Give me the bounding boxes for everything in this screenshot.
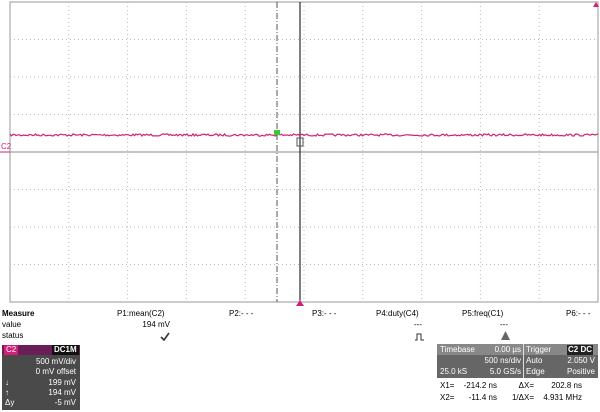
cursor-marker-1: [274, 130, 280, 135]
channel-name: C2: [4, 345, 19, 355]
measure-p5: P5:freq(C1): [462, 309, 504, 318]
cursor2-value: 194 mV: [48, 388, 76, 397]
cursor2-arrow: ↑: [5, 388, 9, 397]
dx-value: 202.8 ns: [551, 381, 582, 390]
x1-label: X1=: [440, 381, 455, 390]
sample-rate: 5.0 GS/s: [489, 367, 521, 376]
channel-offset: 0 mV offset: [35, 367, 76, 376]
trigger-label: Trigger: [526, 345, 552, 354]
cursor1-arrow: ↓: [5, 378, 9, 387]
x2-label: X2=: [440, 393, 455, 402]
measure-p3: P3:- - -: [312, 309, 337, 318]
timebase-delay: 0.00 µs: [494, 345, 521, 354]
p5-value: ---: [500, 320, 508, 329]
status-warning-icon: [501, 331, 510, 340]
trace-c2: [9, 132, 599, 138]
trigger-position: [296, 300, 304, 306]
status-ok-icon: [160, 332, 170, 341]
p4-value: ---: [414, 320, 422, 329]
measure-p1: P1:mean(C2): [117, 309, 165, 318]
inv-dx-value: 4.931 MHz: [543, 393, 582, 402]
trigger-mode: Auto: [526, 356, 543, 365]
trigger-arrow: [593, 2, 599, 7]
value-label: value: [2, 320, 22, 329]
channel-scale: 500 mV/div: [35, 357, 76, 366]
measure-title: Measure: [2, 309, 35, 318]
waveform-display: C2: [0, 1, 599, 306]
trigger-slope: Positive: [566, 367, 595, 376]
cursor-marker-2: [296, 137, 304, 147]
p1-value: 194 mV: [142, 320, 170, 329]
timebase-box: Timebase 0.00 µs Trigger C2 DC 500 ns/di…: [437, 344, 598, 378]
cursor1-value: 199 mV: [48, 378, 76, 387]
channel-box: C2 DC1M 500 mV/div 0 mV offset ↓ 199 mV …: [2, 345, 80, 410]
channel-label: C2: [1, 142, 12, 151]
channel-coupling: DC1M: [52, 345, 79, 355]
samples: 25.0 kS: [440, 367, 468, 376]
measure-p2: P2:- - -: [229, 309, 254, 318]
trigger-type: Edge: [526, 367, 545, 376]
x1-value: -214.2 ns: [463, 381, 497, 390]
timebase-label: Timebase: [440, 345, 475, 354]
dx-label: ΔX=: [518, 381, 534, 390]
status-pulse-icon: [415, 333, 424, 341]
time-div: 500 ns/div: [484, 356, 521, 365]
trigger-source: C2 DC: [567, 345, 594, 355]
x2-value: -11.4 ns: [468, 393, 497, 402]
delta-label: Δy: [5, 398, 15, 407]
status-label: status: [2, 331, 24, 340]
delta-value: -5 mV: [54, 398, 76, 407]
measure-p6: P6:- - -: [566, 309, 591, 318]
measure-p4: P4:duty(C4): [376, 309, 419, 318]
trigger-level: 2.050 V: [567, 356, 595, 365]
inv-dx-label: 1/ΔX=: [511, 393, 534, 402]
